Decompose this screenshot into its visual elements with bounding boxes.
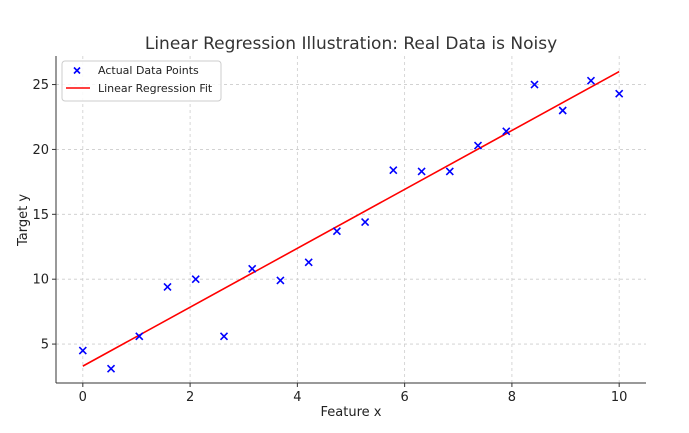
y-tick-label: 10 <box>32 273 49 288</box>
x-tick-label: 2 <box>186 390 194 405</box>
x-tick-label: 10 <box>611 390 628 405</box>
data-point <box>106 364 116 373</box>
data-point <box>389 166 398 175</box>
x-axis-label: Feature x <box>321 405 382 420</box>
data-point <box>248 264 257 273</box>
x-tick-label: 4 <box>293 390 301 405</box>
y-tick-label: 15 <box>32 208 49 223</box>
data-point <box>558 106 567 115</box>
ticks: 0 2 4 6 8 10 5 10 15 20 25 <box>32 78 627 405</box>
x-tick-label: 6 <box>400 390 408 405</box>
x-tick-label: 0 <box>79 390 87 405</box>
data-point <box>615 89 624 98</box>
data-point <box>445 167 454 176</box>
legend-box <box>61 60 222 102</box>
data-point <box>78 346 87 355</box>
data-point <box>361 218 370 227</box>
y-tick-label: 25 <box>32 78 49 93</box>
legend: Actual Data Points Linear Regression Fit <box>61 60 222 102</box>
data-point <box>135 332 144 341</box>
data-point <box>502 127 511 136</box>
legend-marker-icon <box>73 66 81 75</box>
chart-title: Linear Regression Illustration: Real Dat… <box>145 34 557 54</box>
data-point <box>304 258 313 267</box>
axes <box>55 56 646 384</box>
fit-layer <box>82 70 620 367</box>
data-point <box>586 76 596 85</box>
y-tick-label: 20 <box>32 143 49 158</box>
legend-label-points: Actual Data Points <box>98 64 199 77</box>
regression-fit-line <box>82 70 620 367</box>
x-tick-label: 8 <box>508 390 516 405</box>
data-point <box>276 276 285 285</box>
data-point <box>530 80 539 89</box>
data-point <box>332 227 341 236</box>
data-point <box>163 282 172 292</box>
data-point <box>219 332 229 341</box>
y-axis-label: Target y <box>16 194 31 247</box>
data-point <box>473 141 483 150</box>
y-tick-label: 5 <box>41 338 49 353</box>
data-point <box>417 167 426 176</box>
data-points <box>78 76 624 373</box>
legend-label-fit: Linear Regression Fit <box>98 82 213 95</box>
data-point <box>191 275 200 284</box>
